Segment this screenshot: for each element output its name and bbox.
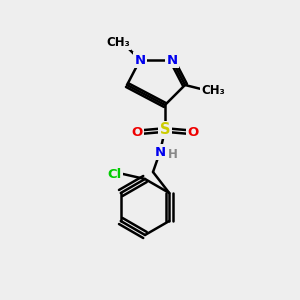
Text: CH₃: CH₃ xyxy=(201,83,225,97)
Text: N: N xyxy=(134,53,146,67)
Text: N: N xyxy=(154,146,166,158)
Text: O: O xyxy=(188,125,199,139)
Text: Cl: Cl xyxy=(108,167,122,181)
Text: S: S xyxy=(160,122,170,137)
Text: CH₃: CH₃ xyxy=(106,35,130,49)
Text: H: H xyxy=(168,148,178,160)
Text: N: N xyxy=(167,53,178,67)
Text: O: O xyxy=(131,125,142,139)
